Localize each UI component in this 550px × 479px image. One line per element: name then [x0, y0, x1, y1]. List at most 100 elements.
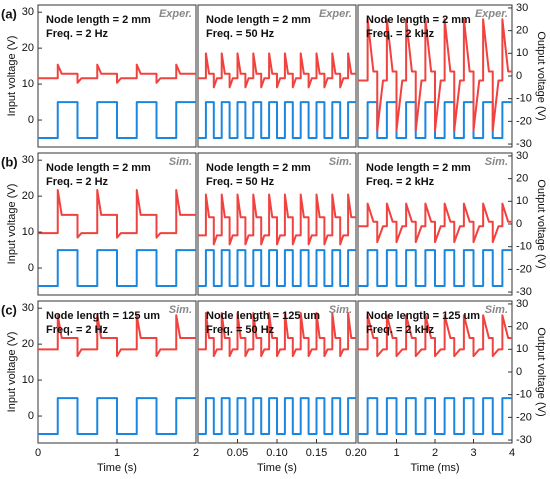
- y2-tick-label: 20: [516, 173, 528, 185]
- y2-axis-label: Output voltage (V): [535, 327, 547, 416]
- annotation: Freq. = 2 Hz: [46, 28, 109, 40]
- x-tick-label: 0: [35, 447, 41, 459]
- annotation: Node length = 2 mm: [366, 14, 471, 26]
- input-line: [198, 397, 356, 436]
- y2-tick-label: 20: [516, 321, 528, 333]
- input-line: [358, 249, 512, 288]
- annotation: Freq. = 50 Hz: [206, 28, 275, 40]
- panel-frame: [37, 152, 197, 296]
- annotation: Freq. = 2 Hz: [46, 324, 109, 336]
- y-axis-label: Input voltage (V): [6, 184, 18, 265]
- panel-label: (c): [1, 302, 17, 317]
- input-line: [198, 101, 356, 140]
- y2-tick-label: 10: [516, 195, 528, 207]
- input-line: [38, 249, 196, 288]
- y2-tick-label: -20: [516, 411, 532, 423]
- input-line: [38, 397, 196, 436]
- y2-tick-label: -20: [516, 263, 532, 275]
- y2-tick-label: -30: [516, 138, 532, 150]
- panel-label: (b): [1, 154, 18, 169]
- input-line: [358, 397, 512, 436]
- y2-tick-label: 30: [516, 2, 528, 14]
- output-line: [198, 52, 356, 89]
- output-line: [38, 63, 196, 84]
- output-line: [358, 314, 512, 358]
- annotation: Freq. = 50 Hz: [206, 176, 275, 188]
- y2-tick-label: -10: [516, 389, 532, 401]
- y2-tick-label: -30: [516, 286, 532, 298]
- annotation: Freq. = 2 kHz: [366, 176, 435, 188]
- panel-tag: Sim.: [329, 156, 352, 168]
- output-line: [358, 18, 512, 132]
- x-axis-label: Time (ms): [410, 462, 459, 474]
- annotation: Freq. = 50 Hz: [206, 324, 275, 336]
- panel-tag: Exper.: [475, 8, 508, 20]
- panel-tag: Sim.: [169, 156, 192, 168]
- annotation: Node length = 2 mm: [46, 14, 151, 26]
- y2-axis-label: Output voltage (V): [535, 31, 547, 120]
- x-tick-label: 0.15: [306, 447, 327, 459]
- x-axis-label: Time (s): [97, 462, 137, 474]
- y2-tick-label: -30: [516, 434, 532, 446]
- y-axis-label: Input voltage (V): [6, 36, 18, 117]
- output-line: [198, 193, 356, 246]
- y-tick-label: 30: [22, 6, 34, 18]
- panel-frame: [197, 152, 357, 296]
- y-tick-label: 0: [28, 262, 34, 274]
- x-tick-label: 0.20: [345, 447, 366, 459]
- y2-tick-label: -20: [516, 115, 532, 127]
- x-tick-label: 0.10: [266, 447, 287, 459]
- panel-tag: Sim.: [329, 304, 352, 316]
- x-tick-label: 1: [393, 447, 399, 459]
- annotation: Node length = 125 um: [46, 310, 160, 322]
- panel-label: (a): [1, 6, 17, 21]
- annotation: Freq. = 2 Hz: [46, 176, 109, 188]
- y-tick-label: 10: [22, 226, 34, 238]
- annotation: Node length = 2 mm: [206, 14, 311, 26]
- annotation: Node length = 2 mm: [46, 162, 151, 174]
- y2-tick-label: 0: [516, 366, 522, 378]
- input-line: [38, 101, 196, 140]
- y-tick-label: 0: [28, 114, 34, 126]
- output-line: [38, 314, 196, 358]
- y-tick-label: 20: [22, 42, 34, 54]
- output-line: [38, 188, 196, 239]
- panel-tag: Sim.: [485, 156, 508, 168]
- y2-axis-label: Output voltage (V): [535, 179, 547, 268]
- y2-tick-label: 10: [516, 343, 528, 355]
- panel-frame: [37, 4, 197, 148]
- annotation: Freq. = 2 kHz: [366, 28, 435, 40]
- y2-tick-label: 30: [516, 298, 528, 310]
- output-line: [358, 202, 512, 244]
- panel-tag: Exper.: [159, 8, 192, 20]
- y2-tick-label: 0: [516, 218, 522, 230]
- y2-tick-label: 30: [516, 150, 528, 162]
- y-tick-label: 10: [22, 374, 34, 386]
- annotation: Node length = 2 mm: [206, 162, 311, 174]
- y-axis-label: Input voltage (V): [6, 332, 18, 413]
- panel-frame: [197, 4, 357, 148]
- x-tick-label: 0.05: [227, 447, 248, 459]
- y2-tick-label: 10: [516, 47, 528, 59]
- panel-tag: Sim.: [485, 304, 508, 316]
- y-tick-label: 20: [22, 338, 34, 350]
- x-tick-label: 4: [509, 447, 515, 459]
- x-tick-label: 3: [470, 447, 476, 459]
- annotation: Freq. = 2 kHz: [366, 324, 435, 336]
- output-line: [198, 312, 356, 358]
- y2-tick-label: 0: [516, 70, 522, 82]
- input-line: [198, 249, 356, 288]
- y2-tick-label: 20: [516, 25, 528, 37]
- y2-tick-label: -10: [516, 241, 532, 253]
- panel-tag: Sim.: [169, 304, 192, 316]
- x-tick-label: 1: [114, 447, 120, 459]
- y-tick-label: 0: [28, 410, 34, 422]
- y-tick-label: 30: [22, 154, 34, 166]
- annotation: Node length = 125 um: [366, 310, 480, 322]
- y-tick-label: 20: [22, 190, 34, 202]
- y-tick-label: 10: [22, 78, 34, 90]
- annotation: Node length = 125 um: [206, 310, 320, 322]
- annotation: Node length = 2 mm: [366, 162, 471, 174]
